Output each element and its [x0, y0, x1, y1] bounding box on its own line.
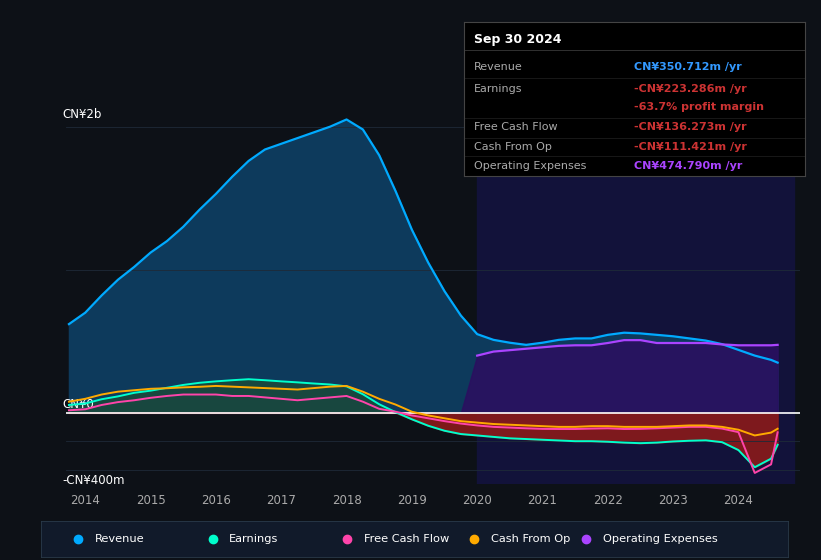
Text: Operating Expenses: Operating Expenses — [603, 534, 718, 544]
Text: -CN¥136.273m /yr: -CN¥136.273m /yr — [635, 122, 747, 132]
Text: CN¥2b: CN¥2b — [62, 108, 101, 121]
Text: Operating Expenses: Operating Expenses — [474, 161, 586, 171]
Bar — [477, 98, 794, 484]
Text: Cash From Op: Cash From Op — [474, 142, 552, 152]
Text: CN¥0: CN¥0 — [62, 398, 94, 411]
Text: Free Cash Flow: Free Cash Flow — [364, 534, 449, 544]
Text: -CN¥223.286m /yr: -CN¥223.286m /yr — [635, 83, 747, 94]
Text: Free Cash Flow: Free Cash Flow — [474, 122, 557, 132]
Text: Earnings: Earnings — [229, 534, 278, 544]
Text: -CN¥111.421m /yr: -CN¥111.421m /yr — [635, 142, 747, 152]
Text: Earnings: Earnings — [474, 83, 523, 94]
Text: Sep 30 2024: Sep 30 2024 — [474, 33, 562, 46]
Text: -CN¥400m: -CN¥400m — [62, 474, 125, 487]
Text: -63.7% profit margin: -63.7% profit margin — [635, 102, 764, 112]
Text: Cash From Op: Cash From Op — [491, 534, 571, 544]
Text: Revenue: Revenue — [474, 62, 523, 72]
Text: Revenue: Revenue — [95, 534, 144, 544]
Text: CN¥350.712m /yr: CN¥350.712m /yr — [635, 62, 742, 72]
Text: CN¥474.790m /yr: CN¥474.790m /yr — [635, 161, 743, 171]
